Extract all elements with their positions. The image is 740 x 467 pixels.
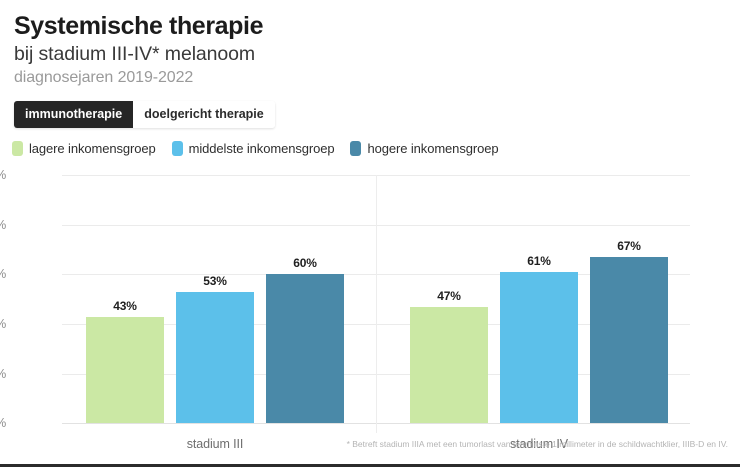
bar-value-label: 53% [203,273,227,288]
page-title: Systemische therapie [14,12,264,40]
therapy-toggle[interactable]: immunotherapie doelgericht therapie [14,101,275,129]
legend-swatch-icon [12,141,23,157]
legend-swatch-icon [350,141,362,157]
legend-item[interactable]: hogere inkomensgroep [350,141,499,157]
legend-swatch-icon [171,141,183,157]
legend-item-label: middelste inkomensgroep [188,141,335,157]
legend-item[interactable]: lagere inkomensgroep [12,141,156,157]
page-subtitle: bij stadium III-IV* melanoom [14,43,256,65]
tab-immunotherapie[interactable]: immunotherapie [14,101,134,129]
header: Systemische therapie bij stadium III-IV*… [0,0,740,89]
tab-doelgericht-therapie[interactable]: doelgericht therapie [133,101,275,129]
bar[interactable]: 61% [500,254,578,424]
legend-item-label: hogere inkomensgroep [367,141,499,157]
y-axis-tick-label: 20% [0,367,6,381]
bar-value-label: 61% [527,253,551,268]
x-axis-category-label: stadium IV [509,437,569,452]
legend-item[interactable]: middelste inkomensgroep [171,141,335,157]
y-axis-tick-label: 0% [0,416,6,430]
y-axis-tick-label: 80% [0,218,6,232]
footnote: * Betreft stadium IIIA met een tumorlast… [346,439,728,449]
bar[interactable]: 60% [266,256,344,424]
y-axis-tick-label: 100% [0,168,6,182]
bar[interactable]: 47% [410,289,488,424]
therapy-toggle-row: immunotherapie doelgericht therapie [14,101,275,129]
chart-area: 0% 20% 40% 60% 80% 100% 43% 53% 60% stadium III 47… [0,165,740,451]
bar-value-label: 47% [437,288,461,303]
bar-value-label: 60% [293,256,317,271]
bar[interactable]: 53% [176,274,254,424]
x-axis-category-label: stadium III [186,437,244,452]
bar[interactable]: 43% [86,299,164,424]
page-subsubtitle: diagnosejaren 2019-2022 [14,69,194,87]
chart-legend: lagere inkomensgroep middelste inkomensgr… [12,141,740,157]
y-axis-tick-label: 60% [0,267,6,281]
bar-value-label: 67% [617,238,641,253]
bar-value-label: 43% [113,298,137,313]
legend-item-label: lagere inkomensgroep [29,141,156,157]
y-axis-tick-label: 40% [0,317,6,331]
plot-region: 0% 20% 40% 60% 80% 100% 43% 53% 60% stadium III 47… [0,168,690,451]
group-separator [376,175,377,434]
bottom-rule [0,464,740,467]
bar[interactable]: 67% [590,239,668,424]
